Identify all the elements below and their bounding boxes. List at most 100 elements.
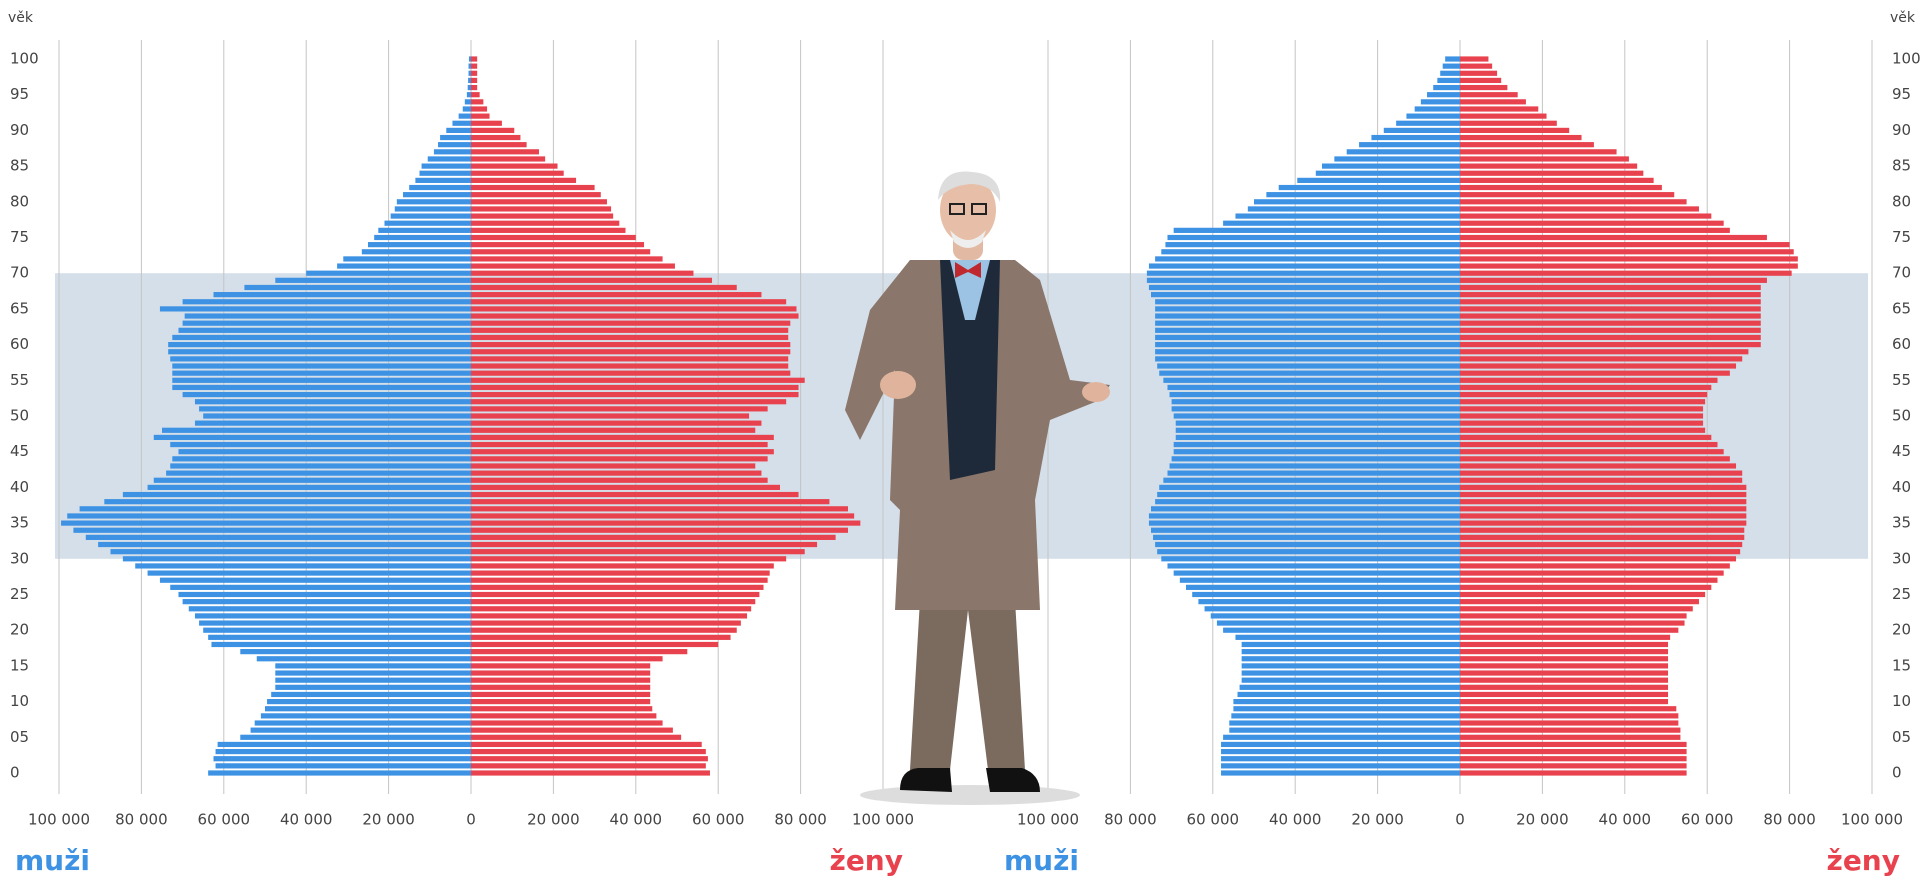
- bar: [168, 342, 471, 347]
- bar: [384, 221, 471, 226]
- bar: [471, 292, 761, 297]
- bar: [1223, 221, 1460, 226]
- bar: [374, 235, 471, 240]
- bar: [1460, 692, 1668, 697]
- y-tick-label: 25: [10, 585, 29, 603]
- bar: [1460, 164, 1637, 169]
- x-tick-label: 100 000: [1841, 811, 1903, 829]
- bar: [1157, 492, 1460, 497]
- bar: [1174, 570, 1460, 575]
- bar: [471, 749, 706, 754]
- x-tick-label: 40 000: [610, 811, 663, 829]
- presenter-figure: [800, 170, 1140, 810]
- bar: [471, 328, 788, 333]
- bar: [1460, 106, 1538, 111]
- bar: [1460, 64, 1492, 69]
- bar: [1242, 649, 1460, 654]
- bar: [1460, 663, 1668, 668]
- y-tick-label: 25: [1892, 585, 1911, 603]
- bar: [463, 106, 471, 111]
- bar: [471, 578, 768, 583]
- bar: [1167, 563, 1460, 568]
- bar: [471, 313, 799, 318]
- bar: [471, 64, 477, 69]
- y-tick-label: 30: [10, 549, 29, 567]
- y-tick-label: 55: [10, 371, 29, 389]
- bar: [1460, 71, 1497, 76]
- x-tick-label: 40 000: [1269, 811, 1322, 829]
- bar: [1334, 156, 1460, 161]
- x-tick-label: 60 000: [692, 811, 745, 829]
- bar: [1279, 185, 1460, 190]
- x-tick-label: 40 000: [1599, 811, 1652, 829]
- bar: [471, 770, 710, 775]
- bar: [195, 399, 471, 404]
- bar: [471, 299, 786, 304]
- bar: [471, 185, 595, 190]
- bar: [362, 249, 471, 254]
- bar: [1437, 78, 1460, 83]
- bar: [1460, 56, 1488, 61]
- bar: [1460, 349, 1748, 354]
- bar: [214, 292, 472, 297]
- y-tick-label: 55: [1892, 371, 1911, 389]
- bar: [1460, 442, 1718, 447]
- bar: [471, 56, 477, 61]
- bar: [1174, 442, 1460, 447]
- y-tick-label: 50: [1892, 407, 1911, 425]
- bar: [471, 242, 644, 247]
- bar: [415, 178, 471, 183]
- bar: [1460, 249, 1794, 254]
- bar: [154, 435, 471, 440]
- bar: [148, 485, 471, 490]
- bar: [1460, 570, 1724, 575]
- y-tick-label: 35: [10, 514, 29, 532]
- bar: [471, 628, 737, 633]
- bar: [471, 385, 799, 390]
- bar: [172, 371, 471, 376]
- bar: [1460, 285, 1761, 290]
- bar: [471, 106, 487, 111]
- bar: [275, 685, 471, 690]
- bar: [471, 763, 706, 768]
- bar: [1460, 585, 1711, 590]
- bar: [1460, 492, 1746, 497]
- legend-label: ženy: [1827, 844, 1900, 877]
- bar: [471, 421, 761, 426]
- bar: [178, 592, 471, 597]
- bar: [469, 71, 471, 76]
- bar: [1460, 313, 1761, 318]
- bar: [471, 399, 786, 404]
- bar: [1460, 549, 1740, 554]
- bar: [1180, 578, 1460, 583]
- bar: [471, 642, 718, 647]
- bar: [471, 335, 788, 340]
- bar: [471, 670, 650, 675]
- bar: [378, 228, 471, 233]
- bar: [1460, 421, 1703, 426]
- bar: [1460, 221, 1724, 226]
- bar: [471, 135, 520, 140]
- y-tick-label: 45: [10, 442, 29, 460]
- bar: [471, 71, 477, 76]
- bar: [183, 392, 471, 397]
- bar: [395, 206, 471, 211]
- bar: [135, 563, 471, 568]
- bar: [1460, 471, 1742, 476]
- x-tick-label: 0: [466, 811, 476, 829]
- bar: [1172, 456, 1460, 461]
- bar: [170, 463, 471, 468]
- x-tick-label: 20 000: [1351, 811, 1404, 829]
- bar: [1233, 706, 1460, 711]
- bar: [1460, 463, 1736, 468]
- bar: [409, 185, 471, 190]
- bar: [471, 164, 558, 169]
- shadow: [860, 785, 1080, 805]
- bar: [471, 114, 490, 119]
- bar: [1460, 635, 1670, 640]
- bar: [1445, 56, 1460, 61]
- bar: [1242, 656, 1460, 661]
- x-tick-label: 80 000: [774, 811, 827, 829]
- y-tick-label: 15: [1892, 656, 1911, 674]
- bar: [1460, 121, 1557, 126]
